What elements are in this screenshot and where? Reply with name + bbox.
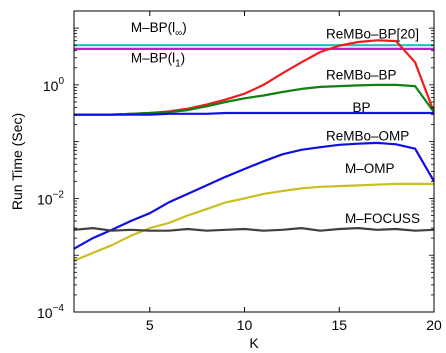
plot-frame [73, 10, 435, 313]
x-tick-label: 15 [331, 317, 347, 333]
series-line-4 [74, 111, 434, 116]
y-tick-label: 100 [43, 76, 65, 94]
y-tick-label: 10−2 [37, 189, 64, 207]
series-label-7: M–FOCUSS [345, 211, 420, 226]
series-labels: M–BP(l∞) M–BP(l1) ReMBo–BP[20] ReMBo–BP BP Re… [131, 20, 420, 226]
series-line-7 [74, 227, 434, 232]
series-line-5 [74, 141, 434, 250]
series-line-6 [74, 182, 434, 262]
axis-ticks: 5 10 15 20 10−4 10−2 100 [37, 10, 442, 333]
y-axis-label: Run Time (Sec) [9, 113, 25, 210]
x-tick-label: 20 [426, 317, 442, 333]
series-label-4: BP [353, 100, 371, 115]
series-label-6: M–OMP [345, 161, 395, 176]
series-label-5: ReMBo–OMP [326, 128, 409, 143]
x-tick-label: 10 [237, 317, 253, 333]
series-label-1: M–BP(l1) [131, 50, 185, 69]
x-axis-label: K [249, 335, 259, 351]
plot-lines [74, 39, 434, 262]
series-label-0: M–BP(l∞) [131, 20, 187, 39]
series-label-2: ReMBo–BP[20] [326, 27, 419, 42]
y-tick-label: 10−4 [37, 303, 64, 321]
series-label-3: ReMBo–BP [326, 67, 397, 82]
x-tick-label: 5 [146, 317, 154, 333]
